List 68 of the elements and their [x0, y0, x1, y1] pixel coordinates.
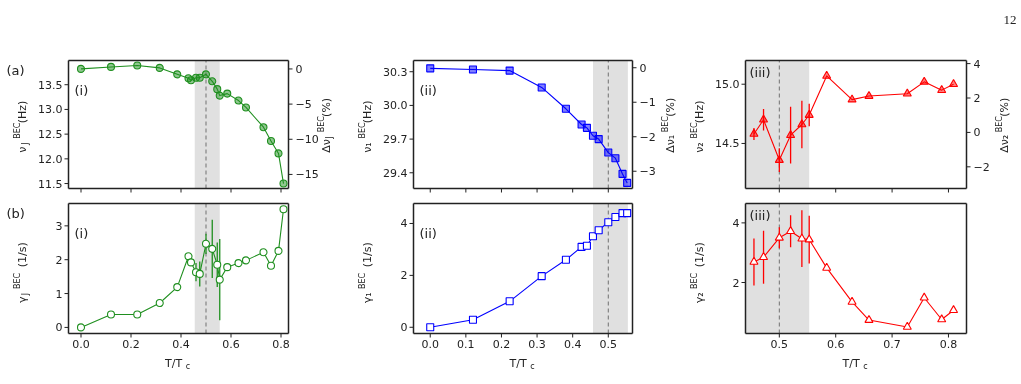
y2-tick-label: −5 — [295, 98, 312, 112]
annotation: (iii) — [749, 64, 771, 80]
y-axis-title: γ₂BEC (1/s) — [690, 242, 706, 304]
y-axis-title: γ₁BEC (1/s) — [358, 242, 374, 304]
y2-tick-label: −3 — [639, 165, 656, 179]
y2-tick-label: 4 — [973, 57, 981, 71]
y-tick-label: 30.3 — [383, 65, 408, 79]
y-tick-label: 12.0 — [38, 152, 63, 166]
x-axis-title: T/Tc — [164, 357, 191, 371]
y2-axis-title: Δν₂BEC(%) — [995, 97, 1011, 153]
x-tick-label: 0.5 — [770, 337, 789, 351]
annotation: (i) — [74, 225, 89, 241]
y-tick-label: 4 — [400, 217, 408, 231]
x-tick-label: 0.8 — [939, 337, 958, 351]
y2-tick-label: 0 — [295, 62, 303, 76]
x-tick-label: 0.4 — [563, 337, 582, 351]
text: (b) — [6, 205, 25, 221]
x-tick-label: 0.6 — [222, 337, 240, 351]
y-axis-title: νJBEC(Hz) — [13, 100, 30, 153]
y-tick-label: 11.5 — [38, 177, 63, 191]
y2-tick-label: −2 — [973, 160, 990, 174]
y2-axis-title: Δν₁BEC(%) — [661, 97, 677, 153]
annotation: (iii) — [749, 207, 771, 223]
y-tick-label: 13.5 — [38, 78, 63, 92]
y-tick-label: 4 — [732, 216, 740, 230]
y2-tick-label: −15 — [295, 168, 319, 182]
y-tick-label: 1 — [55, 287, 63, 301]
y-tick-label: 12.5 — [38, 128, 63, 142]
y-axis-title: γJBEC (1/s) — [13, 242, 30, 304]
y-tick-label: 30.0 — [383, 99, 408, 113]
annotation: (ii) — [419, 82, 437, 98]
y-axis-title: ν₁BEC(Hz) — [358, 100, 374, 153]
x-tick-label: 0.8 — [272, 337, 290, 351]
text: (a) — [6, 62, 25, 78]
y2-tick-label: 0 — [973, 126, 981, 140]
y-tick-label: 15.0 — [715, 78, 740, 92]
y2-tick-label: 2 — [973, 92, 981, 106]
x-axis-title: T/Tc — [508, 357, 535, 371]
x-tick-label: 0.0 — [421, 337, 439, 351]
y2-axis-title: ΔνJBEC(%) — [317, 97, 334, 153]
x-tick-label: 0.5 — [599, 337, 618, 351]
y-tick-label: 3 — [55, 219, 63, 233]
y-tick-label: 2 — [55, 253, 63, 267]
y-tick-label: 0 — [400, 321, 408, 335]
y2-tick-label: −1 — [639, 96, 656, 110]
x-axis-title: T/Tc — [841, 357, 868, 371]
x-tick-label: 0.2 — [122, 337, 140, 351]
x-tick-label: 0.7 — [883, 337, 901, 351]
y-tick-label: 13.0 — [38, 103, 63, 117]
annotation: (ii) — [419, 225, 437, 241]
y2-tick-label: −2 — [639, 130, 656, 144]
y-tick-label: 2 — [732, 276, 740, 290]
x-tick-label: 0.6 — [826, 337, 845, 351]
y-tick-label: 29.4 — [383, 166, 408, 180]
y-tick-label: 2 — [400, 269, 408, 283]
y2-tick-label: 0 — [639, 61, 647, 75]
y-tick-label: 0 — [55, 321, 63, 335]
y-tick-label: 14.5 — [715, 137, 740, 151]
y-tick-label: 29.7 — [383, 133, 408, 147]
y-axis-title: ν₂BEC(Hz) — [690, 100, 706, 153]
x-tick-label: 0.2 — [492, 337, 511, 351]
x-tick-label: 0.1 — [457, 337, 475, 351]
x-tick-label: 0.4 — [172, 337, 190, 351]
text: 12 — [1003, 11, 1017, 27]
x-tick-label: 0.0 — [72, 337, 90, 351]
annotation: (i) — [74, 82, 89, 98]
x-tick-label: 0.3 — [528, 337, 546, 351]
y2-tick-label: −10 — [295, 133, 319, 147]
